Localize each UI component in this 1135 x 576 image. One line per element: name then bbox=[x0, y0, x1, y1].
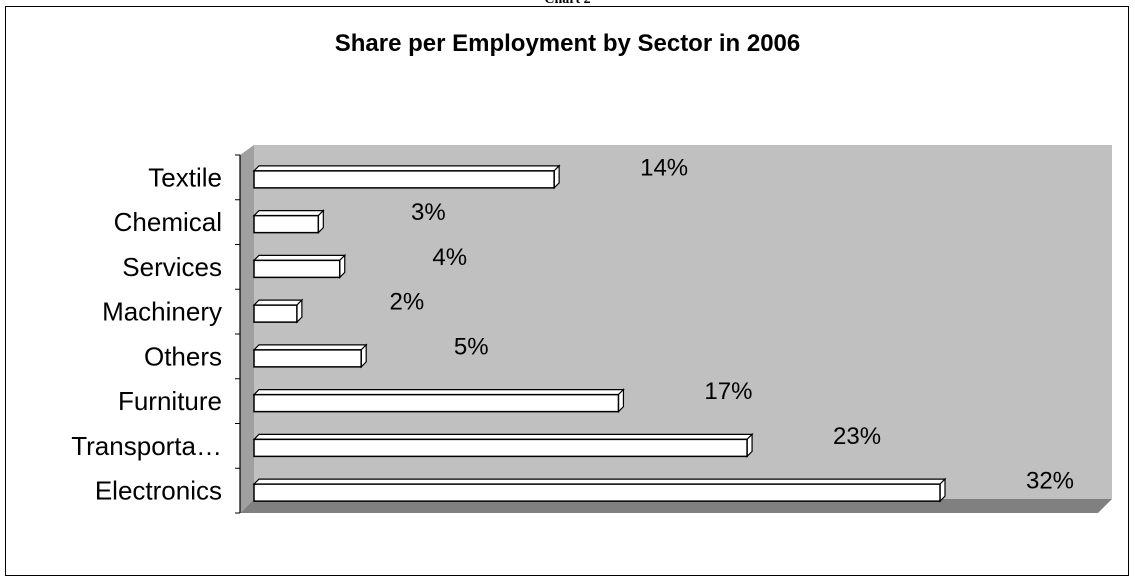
data-label: 23% bbox=[833, 423, 881, 450]
bar bbox=[253, 304, 298, 323]
bar bbox=[253, 393, 620, 413]
category-label: Electronics bbox=[95, 476, 222, 506]
category-label: Chemical bbox=[114, 207, 222, 237]
data-label: 2% bbox=[390, 289, 425, 316]
chart-caption: Chart 2 bbox=[0, 0, 1135, 8]
bar bbox=[253, 483, 941, 502]
bar bbox=[253, 170, 555, 189]
chart-title: Share per Employment by Sector in 2006 bbox=[334, 30, 801, 57]
bar bbox=[253, 438, 748, 458]
category-label: Transporta… bbox=[71, 431, 222, 461]
data-label: 4% bbox=[432, 244, 467, 271]
bar bbox=[253, 259, 341, 279]
data-label: 17% bbox=[704, 378, 752, 405]
data-label: 3% bbox=[411, 199, 446, 226]
plot-floor bbox=[240, 499, 1112, 513]
plot-side-wall bbox=[240, 145, 254, 513]
bar bbox=[253, 349, 362, 368]
bar bbox=[253, 214, 320, 234]
data-label: 14% bbox=[640, 154, 688, 181]
category-label: Services bbox=[122, 252, 222, 282]
category-label: Others bbox=[144, 341, 222, 371]
data-label: 5% bbox=[454, 333, 489, 360]
category-label: Machinery bbox=[102, 297, 222, 327]
category-label: Furniture bbox=[118, 386, 222, 416]
category-label: Textile bbox=[148, 162, 222, 192]
data-label: 32% bbox=[1026, 468, 1074, 495]
